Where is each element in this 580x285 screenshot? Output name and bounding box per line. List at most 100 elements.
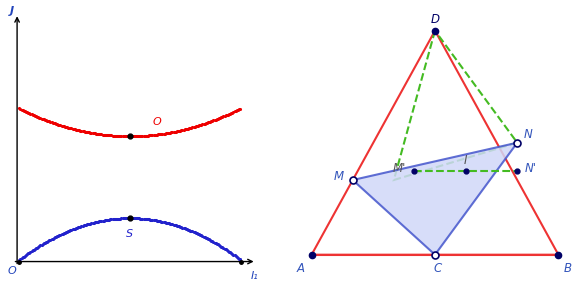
Point [42, 118, 52, 123]
Point [82, 130, 92, 134]
Point [192, 231, 201, 236]
Point [182, 127, 191, 131]
Point [59, 124, 68, 129]
Text: M: M [334, 170, 345, 183]
Point [25, 111, 34, 115]
Point [220, 114, 229, 118]
Point [128, 216, 137, 221]
Point [30, 113, 39, 118]
Point [165, 221, 175, 226]
Point [35, 244, 44, 249]
Point [32, 245, 42, 250]
Point [21, 253, 31, 257]
Point [133, 134, 143, 139]
Point [84, 222, 93, 226]
Text: J: J [9, 6, 13, 16]
Point [114, 216, 123, 221]
Text: N': N' [525, 162, 537, 175]
Point [99, 133, 108, 137]
Point [99, 218, 108, 223]
Point [21, 109, 31, 114]
Point [85, 130, 94, 135]
Point [110, 133, 119, 138]
Point [180, 127, 189, 132]
Point [177, 128, 186, 133]
Point [40, 117, 49, 122]
Point [102, 218, 111, 222]
Point [39, 241, 48, 246]
Point [206, 238, 216, 243]
Point [133, 216, 143, 221]
Point [200, 121, 209, 126]
Point [170, 223, 179, 227]
Point [61, 125, 71, 129]
Point [141, 217, 150, 221]
Point [131, 134, 140, 139]
Point [166, 222, 176, 226]
Text: S: S [125, 229, 133, 239]
Point [95, 219, 104, 224]
Point [93, 132, 103, 136]
Point [180, 226, 189, 231]
Point [212, 117, 222, 121]
Point [34, 245, 43, 249]
Point [26, 111, 35, 116]
Point [160, 131, 169, 136]
Point [179, 226, 188, 230]
Point [17, 107, 26, 112]
Point [113, 217, 122, 221]
Point [155, 132, 165, 137]
Point [158, 219, 167, 224]
Point [128, 134, 137, 139]
Point [129, 216, 138, 221]
Point [194, 123, 204, 128]
Text: N: N [523, 129, 532, 141]
Point [168, 222, 177, 227]
Text: I₁: I₁ [251, 271, 258, 281]
Point [86, 221, 95, 226]
Point [49, 121, 59, 125]
Text: A: A [296, 262, 304, 275]
Point [131, 216, 140, 221]
Point [46, 237, 55, 242]
Point [183, 126, 193, 131]
Point [108, 217, 117, 221]
Point [170, 129, 179, 134]
Point [86, 131, 95, 135]
Point [113, 134, 122, 138]
Point [166, 130, 176, 135]
Point [181, 127, 190, 131]
Point [114, 134, 123, 138]
Point [227, 251, 236, 255]
Point [118, 216, 127, 221]
Point [144, 217, 154, 222]
Point [78, 129, 87, 133]
Point [96, 132, 105, 137]
Point [103, 133, 113, 137]
Point [211, 117, 220, 122]
Point [67, 227, 76, 232]
Point [118, 134, 127, 139]
Point [229, 110, 238, 114]
Point [171, 129, 180, 134]
Point [149, 133, 158, 137]
Point [198, 234, 207, 238]
Point [226, 250, 235, 255]
Point [68, 127, 77, 131]
Point [130, 216, 139, 221]
Point [56, 123, 65, 128]
Point [84, 130, 93, 135]
Point [63, 125, 72, 130]
Point [52, 234, 61, 239]
Point [215, 116, 224, 121]
Point [235, 107, 245, 111]
Point [27, 249, 36, 253]
Point [188, 125, 197, 130]
Point [52, 122, 61, 127]
Point [89, 131, 99, 136]
Point [208, 239, 217, 244]
Point [23, 110, 32, 115]
Point [45, 238, 54, 243]
Point [18, 108, 27, 112]
Point [37, 243, 46, 247]
